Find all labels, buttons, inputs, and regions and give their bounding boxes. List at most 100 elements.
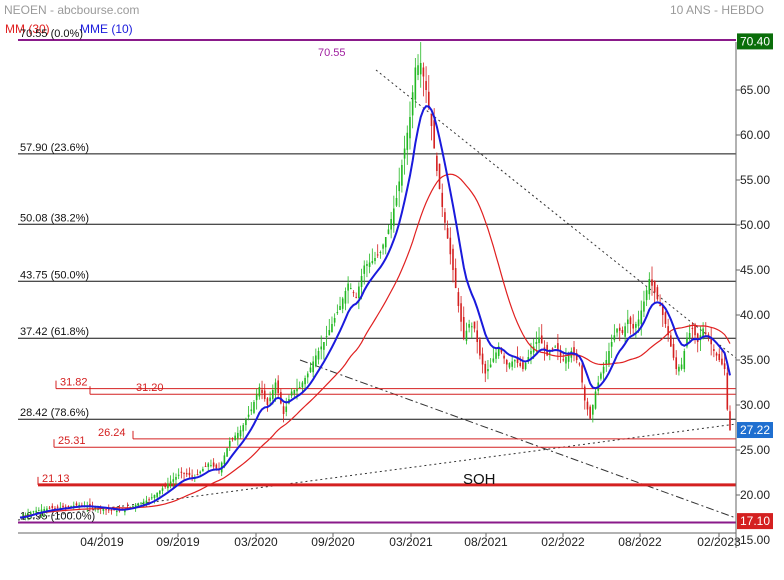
support-label: 31.20 <box>136 382 164 394</box>
candle-body <box>557 343 559 351</box>
candle-body <box>390 219 392 230</box>
candle-body <box>729 411 731 431</box>
candle-body <box>667 326 669 336</box>
candle-body <box>317 351 320 360</box>
candle-body <box>48 507 51 509</box>
candle-body <box>417 65 419 75</box>
candle-body <box>468 324 470 328</box>
candle-body <box>344 291 347 304</box>
candle-body <box>524 363 527 370</box>
price-badge-label: 27.22 <box>740 423 770 437</box>
candle-body <box>653 280 656 293</box>
candle-body <box>602 366 605 374</box>
candle-body <box>433 120 435 149</box>
candle-body <box>505 359 508 365</box>
support-label: 25.31 <box>58 435 86 447</box>
candle-body <box>635 324 637 328</box>
legend-mme: MME (10) <box>80 22 133 36</box>
candle-body <box>223 455 226 465</box>
candle-body <box>549 352 551 354</box>
candle-body <box>177 474 180 476</box>
candle-body <box>212 462 215 467</box>
candle-body <box>32 511 35 513</box>
candle-body <box>161 488 164 491</box>
fib-label: 43.75 (50.0%) <box>20 269 89 281</box>
candle-body <box>132 505 134 507</box>
candles <box>21 42 731 521</box>
candle-body <box>643 301 645 312</box>
candle-body <box>191 475 193 477</box>
candle-body <box>64 506 67 508</box>
candle-body <box>562 359 565 361</box>
y-tick-label: 30.00 <box>740 398 770 412</box>
candle-body <box>723 363 726 369</box>
x-tick-label: 04/2019 <box>80 535 124 549</box>
candle-body <box>78 504 80 506</box>
y-tick-label: 40.00 <box>740 308 770 322</box>
peak-label: 70.55 <box>318 47 346 59</box>
candle-body <box>621 330 624 333</box>
candle-body <box>175 477 177 480</box>
candle-body <box>613 335 616 341</box>
y-tick-label: 20.00 <box>740 488 770 502</box>
candle-body <box>228 441 231 447</box>
candle-body <box>196 474 199 476</box>
x-tick-label: 03/2021 <box>389 535 433 549</box>
candle-body <box>508 363 511 368</box>
candle-body <box>637 319 640 327</box>
candle-body <box>274 382 277 394</box>
fib-label: 57.90 (23.6%) <box>20 142 89 154</box>
support-levels: 31.82 31.20 26.24 25.31 21.13 <box>37 377 736 487</box>
candle-body <box>411 92 414 116</box>
x-tick-label: 08/2021 <box>464 535 508 549</box>
candle-body <box>659 304 661 306</box>
candle-body <box>629 317 632 324</box>
candle-body <box>150 497 153 499</box>
candle-body <box>489 364 492 368</box>
candle-body <box>414 67 417 100</box>
candle-body <box>339 306 341 310</box>
soh-label: SOH <box>463 471 496 488</box>
candle-body <box>255 394 258 401</box>
candle-body <box>188 472 191 476</box>
candle-body <box>592 405 594 415</box>
candle-body <box>672 343 675 358</box>
candle-body <box>245 419 247 426</box>
candle-body <box>726 372 729 410</box>
candle-body <box>645 290 648 301</box>
candle-body <box>543 347 546 350</box>
candle-body <box>315 355 317 367</box>
candle-body <box>70 506 72 508</box>
candle-body <box>481 353 484 365</box>
y-tick-label: 25.00 <box>740 443 770 457</box>
candle-body <box>271 390 274 399</box>
candle-body <box>702 328 704 337</box>
candle-body <box>261 389 263 393</box>
candle-body <box>301 382 304 388</box>
candle-body <box>648 279 651 295</box>
candle-body <box>72 505 75 507</box>
x-tick-label: 02/2023 <box>697 535 741 549</box>
candle-body <box>347 283 349 291</box>
candle-body <box>497 346 500 356</box>
candle-body <box>530 351 532 355</box>
candle-body <box>624 326 626 337</box>
candle-body <box>352 292 355 294</box>
candle-body <box>169 481 172 484</box>
candle-body <box>210 465 212 467</box>
candle-body <box>419 63 422 75</box>
price-badge <box>737 422 773 439</box>
candle-body <box>358 286 360 299</box>
candle-body <box>565 357 567 364</box>
candle-body <box>172 479 175 482</box>
candle-body <box>640 310 643 324</box>
price-badges: 70.40 27.22 17.10 <box>737 33 773 530</box>
candle-body <box>618 327 621 331</box>
candle-body <box>374 258 376 262</box>
candle-body <box>678 366 680 372</box>
y-tick-label: 55.00 <box>740 173 770 187</box>
candle-body <box>366 264 368 266</box>
candle-body <box>476 330 479 342</box>
candle-body <box>664 312 667 324</box>
